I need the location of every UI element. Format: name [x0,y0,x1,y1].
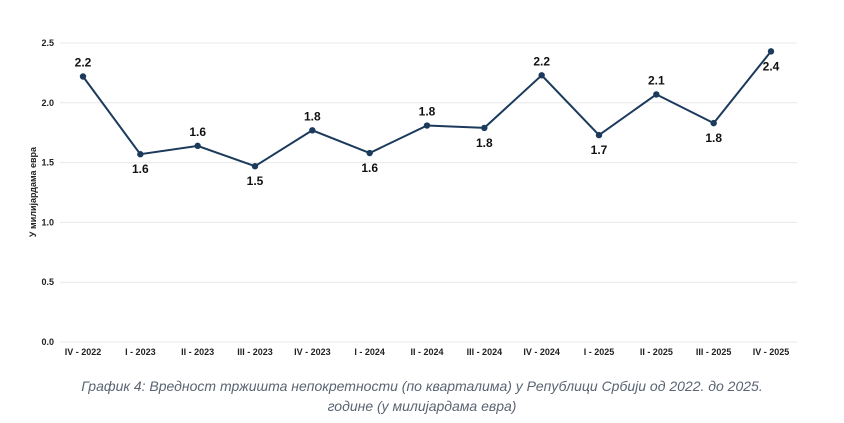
x-tick-label: III - 2025 [696,347,732,357]
caption-line-1: График 4: Вредност тржишта непокретности… [81,378,763,394]
data-label: 1.8 [476,136,493,150]
data-point [251,162,259,170]
y-tick-label: 2.5 [41,38,54,48]
x-tick-label: I - 2023 [125,347,156,357]
y-axis-label: У милијардама евра [28,146,38,237]
x-tick-label: II - 2023 [181,347,214,357]
y-tick-label: 1.0 [41,217,54,227]
data-point [653,91,660,98]
data-label: 1.8 [419,105,436,119]
y-tick-label: 0.0 [41,337,54,347]
data-label: 1.7 [591,143,608,157]
data-point [538,72,545,79]
data-point [137,151,144,158]
x-tick-label: IV - 2022 [65,347,102,357]
y-tick-label: 1.5 [41,158,54,168]
data-point [79,73,87,80]
data-point [309,127,316,134]
gridlines [60,42,797,343]
data-point [481,124,488,132]
data-point [194,142,201,150]
data-label: 2.1 [648,73,665,87]
data-label: 1.6 [132,162,149,176]
data-point [767,48,775,55]
x-tick-label: IV - 2025 [753,347,790,357]
data-label: 1.6 [361,161,378,175]
x-axis-ticks: IV - 2022 I - 2023 II - 2023 III - 2023 IV -… [65,347,790,357]
data-labels: 2.2 1.6 1.6 1.5 1.8 1.6 1.8 1.8 2.2 1.7 2.1 1.8 2.4 [75,54,780,188]
data-label: 1.6 [189,125,206,139]
y-tick-label: 2.0 [41,98,54,108]
x-tick-label: III - 2024 [467,347,503,357]
data-label: 1.8 [304,109,321,123]
x-tick-label: I - 2024 [354,347,385,357]
data-label: 1.8 [705,131,722,145]
data-point [710,119,717,127]
x-tick-label: I - 2025 [584,347,615,357]
x-tick-label: III - 2023 [237,347,273,357]
data-point [366,149,373,157]
x-tick-label: II - 2024 [410,347,443,357]
caption-line-2: године (у милијардама евра) [327,398,517,414]
data-label: 2.2 [533,54,550,68]
figure-caption: График 4: Вредност тржишта непокретности… [0,376,844,416]
line-chart: 0.0 0.5 1.0 1.5 2.0 2.5 У милијардама евра IV… [28,38,797,357]
x-tick-label: II - 2025 [640,347,673,357]
data-label: 2.2 [75,55,92,69]
y-axis-ticks: 0.0 0.5 1.0 1.5 2.0 2.5 [41,38,54,347]
x-tick-label: IV - 2023 [294,347,331,357]
data-point [595,131,603,139]
data-point [423,122,431,129]
y-tick-label: 0.5 [41,277,54,287]
data-label: 1.5 [247,174,264,188]
data-points [79,48,775,170]
x-tick-label: IV - 2024 [523,347,560,357]
data-label: 2.4 [763,59,780,73]
